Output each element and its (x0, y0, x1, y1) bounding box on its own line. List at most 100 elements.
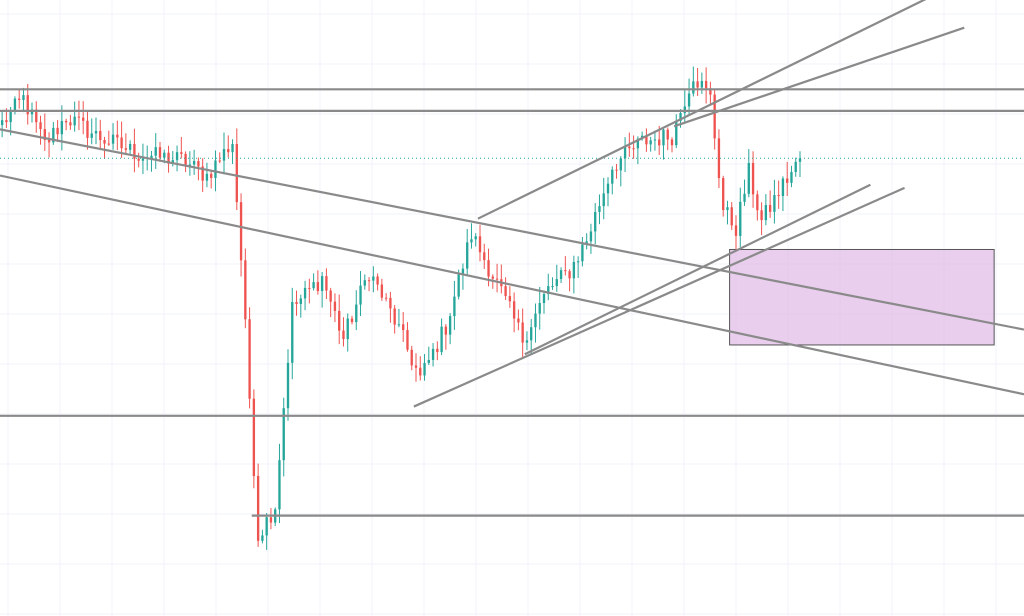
candle-body (154, 147, 157, 156)
candle-body (508, 296, 512, 302)
candle-body (235, 144, 238, 203)
candle-body (547, 286, 550, 295)
candle-body (192, 161, 196, 165)
candle-body (308, 287, 311, 289)
candle-body (359, 285, 362, 305)
candle-body (120, 137, 123, 149)
candle-body (158, 147, 162, 158)
candle-body (781, 178, 785, 197)
candle-body (56, 127, 59, 135)
candle-body (99, 130, 102, 141)
candle-body (384, 297, 388, 299)
candle-body (512, 301, 516, 319)
candle-body (679, 113, 682, 122)
candle-body (227, 149, 230, 153)
candle-body (69, 122, 72, 126)
candle-body (278, 460, 281, 510)
candle-body (13, 98, 17, 111)
candle-body (453, 296, 456, 317)
candle-body (39, 122, 42, 130)
candle-body (619, 158, 622, 171)
candle-body (461, 268, 465, 275)
candle-body (717, 138, 721, 179)
candle-body (299, 298, 302, 305)
candle-body (666, 129, 669, 140)
candle-body (261, 535, 264, 541)
candle-body (265, 517, 268, 536)
candle-body (231, 144, 234, 153)
candle-body (128, 144, 132, 150)
candle-body (410, 349, 413, 366)
candle-body (124, 148, 128, 150)
candle-body (0, 120, 4, 126)
candle-body (367, 280, 371, 282)
candle-body (636, 138, 640, 149)
candle-body (244, 260, 247, 320)
trendline (673, 26, 965, 128)
candle-body (406, 330, 409, 350)
candle-body (653, 139, 657, 141)
drawing-layer (0, 0, 1024, 517)
candle-body (786, 178, 789, 183)
candle-body (320, 276, 324, 292)
candle-body (295, 302, 298, 305)
candle-body (269, 517, 273, 523)
candle-body (47, 140, 51, 143)
candle-body (111, 134, 115, 144)
candle-body (86, 120, 89, 138)
trendline (0, 174, 1024, 396)
candle-body (316, 282, 320, 292)
candle-body (491, 276, 494, 279)
candle-body (171, 160, 174, 164)
candle-body (163, 152, 166, 158)
candle-body (419, 367, 422, 376)
candle-body (380, 284, 384, 298)
candle-body (116, 134, 119, 138)
candle-body (440, 326, 443, 353)
candle-body (734, 225, 738, 236)
candle-body (423, 362, 426, 376)
candle-body (141, 158, 145, 161)
candle-body (478, 236, 482, 253)
candle-body (201, 166, 204, 181)
candle-body (551, 286, 554, 288)
candle-body (94, 130, 98, 134)
candle-body (495, 278, 499, 280)
candle-body (538, 303, 541, 314)
candle-body (585, 241, 588, 245)
candle-body (649, 140, 652, 145)
candle-body (790, 171, 793, 183)
candle-body (568, 271, 571, 279)
candle-body (743, 193, 746, 202)
candle-body (662, 129, 665, 146)
candle-body (239, 202, 243, 261)
candle-body (338, 310, 341, 331)
candle-body (197, 161, 200, 167)
candle-body (760, 210, 763, 221)
trendline (477, 0, 927, 220)
candle-body (466, 242, 469, 269)
candle-body (602, 193, 605, 207)
candle-body (303, 287, 307, 299)
candle-body (175, 152, 179, 161)
candle-body (291, 302, 294, 363)
candle-body (768, 205, 772, 212)
candle-body (687, 93, 691, 107)
candle-body (18, 98, 21, 100)
candle-body (103, 140, 106, 144)
candle-body (214, 160, 217, 178)
candle-body (696, 81, 699, 88)
candle-body (252, 398, 256, 477)
candle-body (184, 153, 187, 167)
candle-body (487, 260, 490, 277)
candle-body (427, 359, 430, 363)
candle-body (248, 319, 251, 399)
candle-body (150, 155, 153, 158)
candle-body (572, 261, 576, 279)
candle-body (402, 324, 405, 331)
candle-body (675, 121, 678, 146)
candle-body (530, 327, 533, 341)
